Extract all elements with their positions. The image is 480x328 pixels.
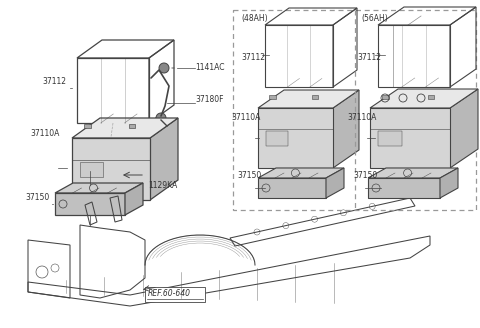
Text: 37112: 37112: [42, 77, 66, 87]
FancyBboxPatch shape: [145, 287, 205, 302]
Text: 37112: 37112: [241, 52, 265, 62]
FancyBboxPatch shape: [84, 124, 91, 128]
Text: 37150: 37150: [25, 194, 49, 202]
Text: 1129KA: 1129KA: [148, 181, 177, 191]
Polygon shape: [125, 183, 143, 215]
Polygon shape: [258, 178, 326, 198]
Text: 37180F: 37180F: [195, 95, 224, 105]
Polygon shape: [450, 89, 478, 168]
Circle shape: [165, 124, 171, 131]
Text: 37150: 37150: [353, 171, 377, 179]
Text: 37110A: 37110A: [30, 129, 60, 137]
Text: 37150: 37150: [237, 171, 261, 179]
Polygon shape: [333, 90, 359, 168]
Bar: [80, 162, 103, 177]
Polygon shape: [258, 108, 333, 168]
Bar: [233, 10, 476, 210]
Polygon shape: [368, 178, 440, 198]
Polygon shape: [55, 183, 143, 193]
Text: (48AH): (48AH): [241, 13, 268, 23]
Polygon shape: [326, 168, 344, 198]
Text: 37110A: 37110A: [231, 113, 260, 122]
Bar: [378, 131, 402, 146]
FancyBboxPatch shape: [428, 94, 434, 98]
FancyBboxPatch shape: [312, 95, 318, 99]
Text: REF.60-640: REF.60-640: [148, 290, 191, 298]
Polygon shape: [258, 90, 359, 108]
FancyBboxPatch shape: [382, 94, 389, 98]
Polygon shape: [368, 168, 458, 178]
Polygon shape: [370, 89, 478, 108]
Polygon shape: [55, 193, 125, 215]
FancyBboxPatch shape: [269, 95, 276, 99]
Polygon shape: [72, 138, 150, 200]
Circle shape: [156, 113, 166, 123]
Polygon shape: [370, 108, 450, 168]
Polygon shape: [72, 118, 178, 138]
Text: 37112: 37112: [357, 52, 381, 62]
Polygon shape: [440, 168, 458, 198]
Text: 37110A: 37110A: [347, 113, 376, 122]
Text: (56AH): (56AH): [361, 13, 388, 23]
Circle shape: [159, 63, 169, 73]
FancyBboxPatch shape: [129, 124, 135, 128]
Polygon shape: [150, 118, 178, 200]
Bar: [265, 131, 288, 146]
Text: 1141AC: 1141AC: [195, 64, 225, 72]
Polygon shape: [258, 168, 344, 178]
